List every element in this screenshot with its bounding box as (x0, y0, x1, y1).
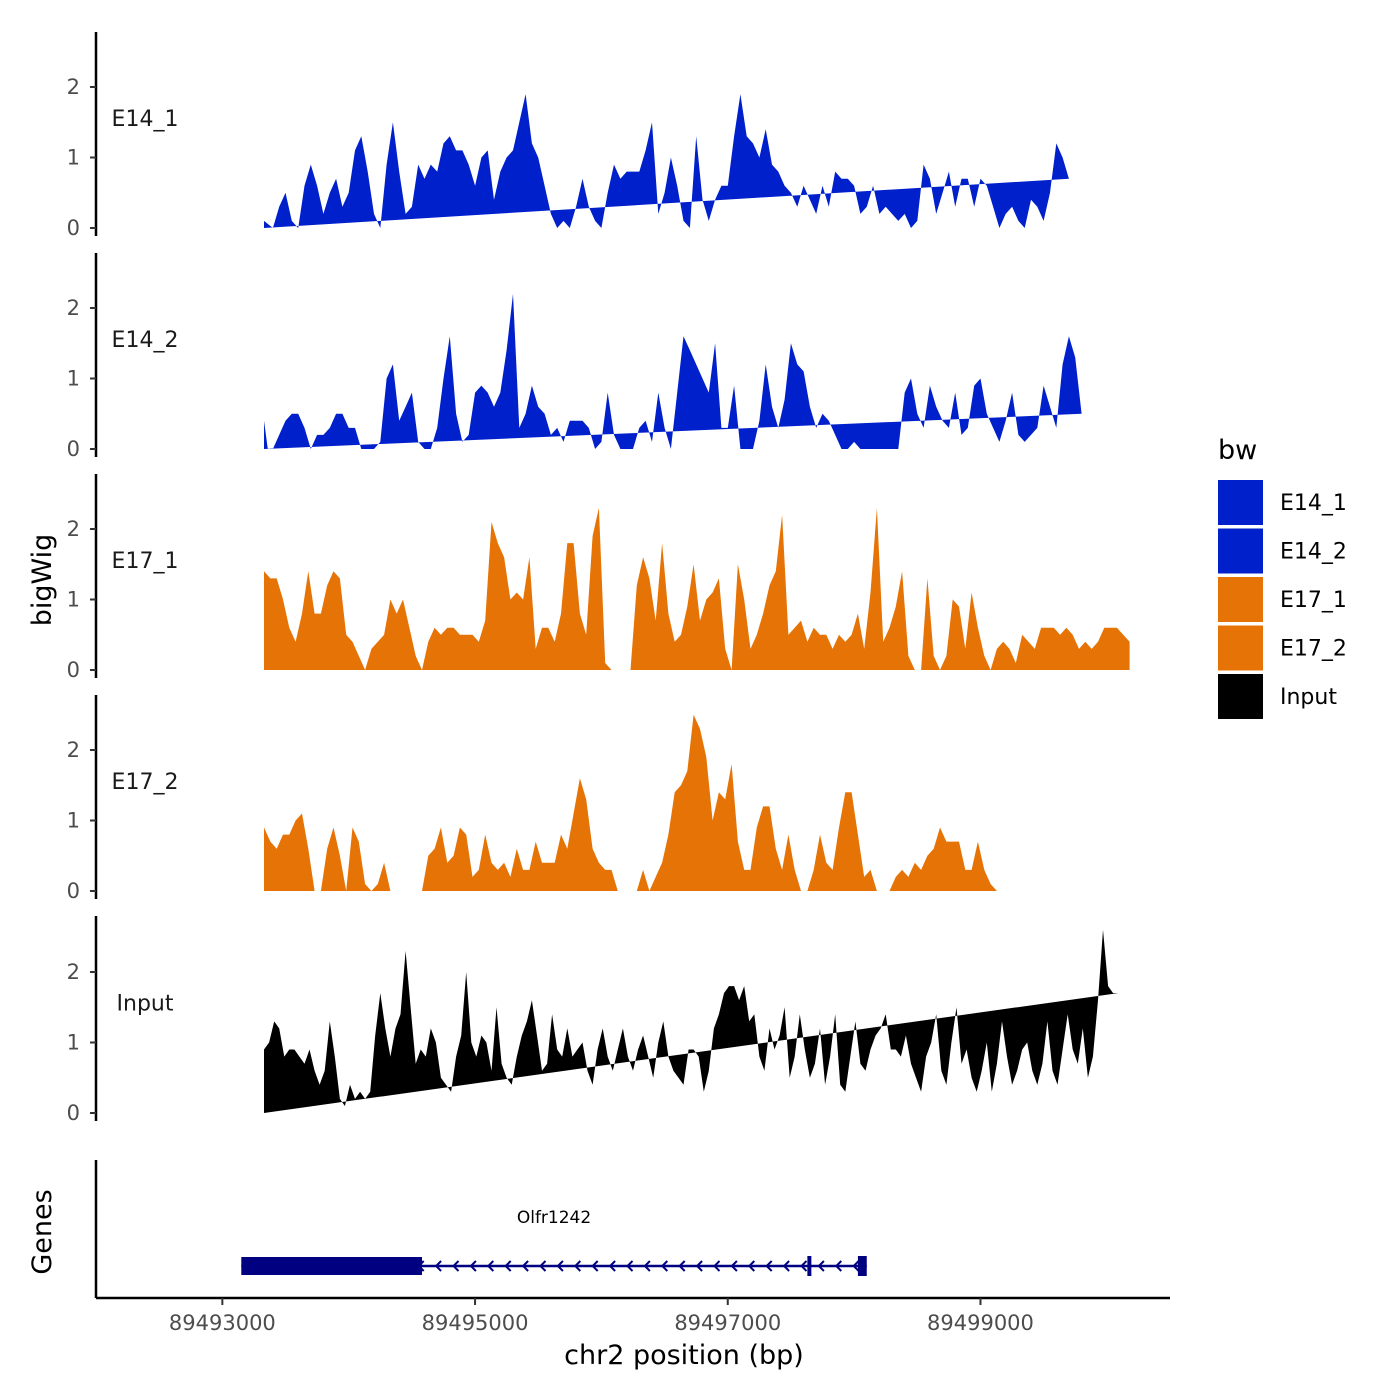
strand-arrow (782, 1260, 790, 1272)
track-label: E14_1 (112, 107, 179, 132)
y-tick-label: 2 (67, 296, 80, 320)
y-tick-label: 0 (67, 658, 80, 682)
signal-area (264, 929, 1119, 1113)
strand-arrow (469, 1260, 477, 1272)
y-tick-label: 2 (67, 75, 80, 99)
y-tick-label: 1 (67, 146, 80, 170)
strand-arrow (452, 1260, 460, 1272)
gene-exon (857, 1256, 867, 1276)
strand-arrow (817, 1260, 825, 1272)
y-tick-label: 0 (67, 216, 80, 240)
strand-arrow (660, 1260, 669, 1272)
y-axis-title: bigWig (27, 534, 58, 627)
strand-arrow (521, 1260, 529, 1272)
genes-axis-title: Genes (27, 1189, 58, 1274)
x-tick-label: 89499000 (927, 1311, 1034, 1335)
strand-arrow (504, 1260, 512, 1272)
track-label: E17_2 (112, 770, 179, 795)
legend-swatch-E14_2 (1218, 528, 1263, 574)
legend-swatch-E14_1 (1218, 480, 1263, 525)
legend: bw E14_1 E14_2 E17_1 E17_2 Input (1218, 435, 1347, 719)
genes-panel: Olfr1242 (94, 1160, 867, 1298)
strand-arrow (730, 1260, 738, 1272)
track-E14_1: 0 1 2 E14_1 (67, 32, 1069, 240)
track-label: E14_2 (112, 328, 179, 353)
strand-arrow (626, 1260, 634, 1272)
signal-area (264, 293, 1082, 449)
strand-arrow (573, 1260, 582, 1272)
signal-area (264, 507, 1130, 670)
x-tick-label: 89497000 (674, 1311, 781, 1335)
gene-Olfr1242: Olfr1242 (241, 1208, 867, 1276)
track-E17_2: 0 1 2 E17_2 (67, 695, 1111, 903)
legend-label-Input: Input (1280, 685, 1337, 710)
strand-arrow (608, 1260, 616, 1272)
strand-arrow (434, 1260, 442, 1272)
y-tick-label: 0 (67, 437, 80, 461)
strand-arrow (678, 1260, 686, 1272)
gene-label: Olfr1242 (517, 1208, 591, 1228)
y-tick-label: 1 (67, 1031, 80, 1055)
bigwig-tracks: 0 1 2 E14_1 0 1 2 E14_2 0 1 2 E17_1 0 1 2 E17_2 0 1 2 Input (67, 32, 1130, 1125)
track-Input: 0 1 2 Input (67, 916, 1119, 1125)
strand-arrow (713, 1260, 721, 1272)
legend-label-E17_1: E17_1 (1280, 588, 1347, 613)
strand-arrow (852, 1260, 860, 1272)
strand-arrow (643, 1260, 651, 1272)
strand-arrow (486, 1260, 495, 1272)
gene-exon (807, 1256, 812, 1276)
y-tick-label: 2 (67, 738, 80, 762)
x-axis: 89493000 89495000 89497000 89499000 (96, 1296, 1170, 1335)
strand-arrow (591, 1260, 599, 1272)
y-tick-label: 2 (67, 517, 80, 541)
strand-arrow (800, 1260, 808, 1272)
strand-arrow (539, 1260, 547, 1272)
strand-arrow (695, 1260, 703, 1272)
x-tick-label: 89495000 (422, 1311, 529, 1335)
legend-label-E14_2: E14_2 (1280, 540, 1347, 565)
strand-arrow (747, 1260, 756, 1272)
signal-area (264, 714, 1111, 891)
legend-swatch-E17_1 (1218, 577, 1263, 622)
track-E14_2: 0 1 2 E14_2 (67, 253, 1082, 461)
legend-label-E17_2: E17_2 (1280, 637, 1347, 662)
track-E17_1: 0 1 2 E17_1 (67, 474, 1130, 682)
y-tick-label: 1 (67, 809, 80, 833)
legend-swatch-E17_2 (1218, 625, 1263, 671)
gene-exon (241, 1257, 422, 1275)
y-tick-label: 0 (67, 879, 80, 903)
strand-arrow (556, 1260, 564, 1272)
x-axis-title: chr2 position (bp) (564, 1340, 804, 1371)
track-label: Input (117, 992, 174, 1017)
legend-swatch-Input (1218, 674, 1263, 719)
y-tick-label: 2 (67, 960, 80, 984)
strand-arrow (834, 1260, 843, 1272)
strand-arrow (765, 1260, 773, 1272)
signal-area (264, 94, 1069, 228)
legend-title: bw (1218, 435, 1257, 466)
y-tick-label: 1 (67, 588, 80, 612)
y-tick-label: 1 (67, 367, 80, 391)
track-label: E17_1 (112, 549, 179, 574)
x-tick-label: 89493000 (169, 1311, 276, 1335)
legend-label-E14_1: E14_1 (1280, 491, 1347, 516)
y-tick-label: 0 (67, 1101, 80, 1125)
